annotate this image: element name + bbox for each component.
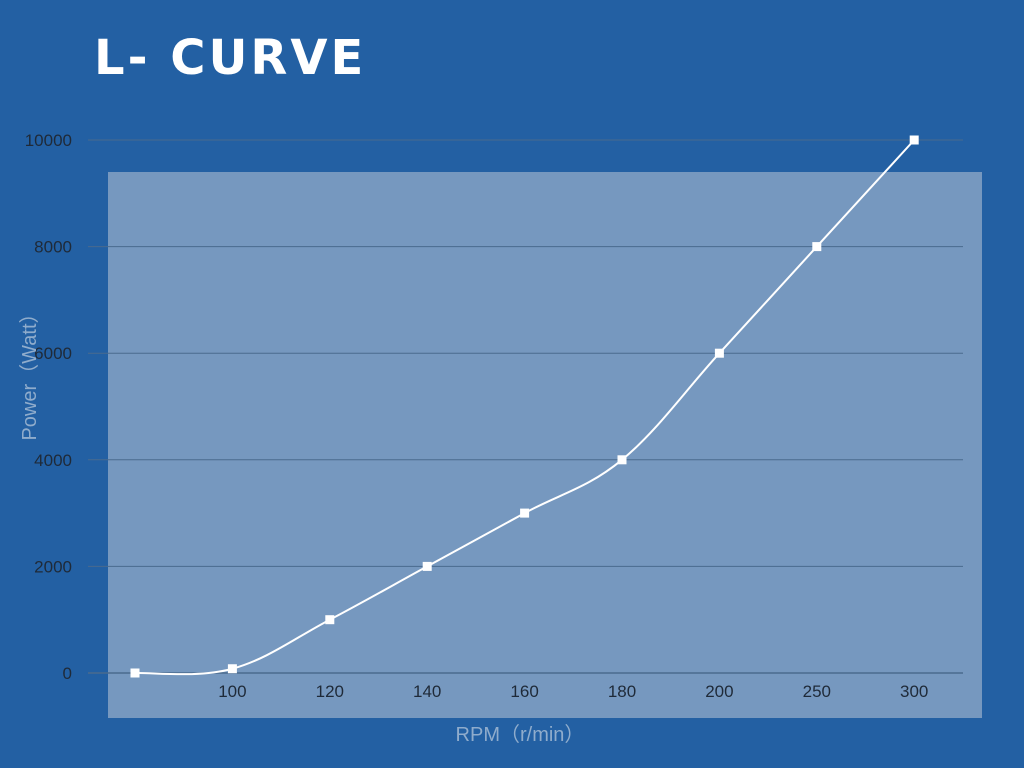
x-axis-label: RPM（r/min） [456, 723, 585, 746]
x-tick-labels: 100 120 140 160 180 200 250 300 [218, 682, 928, 701]
data-point-marker [130, 668, 140, 678]
x-tick-label: 180 [608, 682, 636, 701]
plot-panel [108, 172, 982, 718]
data-point-marker [325, 615, 335, 625]
data-point-marker [617, 455, 627, 465]
x-tick-label: 300 [900, 682, 928, 701]
data-point-marker [909, 135, 919, 145]
y-tick-label: 6000 [34, 344, 72, 363]
y-tick-label: 10000 [25, 131, 72, 150]
y-tick-label: 2000 [34, 557, 72, 576]
series-line [134, 139, 915, 676]
y-tick-labels: 0 2000 4000 6000 8000 10000 [25, 131, 72, 683]
data-point-marker [714, 348, 724, 358]
y-axis-label: Power（Watt） [18, 303, 41, 440]
x-tick-label: 120 [316, 682, 344, 701]
x-tick-label: 200 [705, 682, 733, 701]
y-tick-label: 0 [63, 664, 72, 683]
chart-title: L- CURVE [94, 30, 367, 86]
gridlines [88, 139, 963, 674]
y-tick-label: 8000 [34, 238, 72, 257]
x-tick-label: 140 [413, 682, 441, 701]
data-point-marker [520, 508, 530, 518]
data-point-marker [227, 664, 237, 674]
x-tick-label: 100 [218, 682, 246, 701]
x-tick-label: 160 [510, 682, 538, 701]
y-tick-label: 4000 [34, 451, 72, 470]
x-tick-label: 250 [803, 682, 831, 701]
data-point-marker [422, 561, 432, 571]
data-markers [130, 135, 919, 678]
data-point-marker [812, 242, 822, 252]
